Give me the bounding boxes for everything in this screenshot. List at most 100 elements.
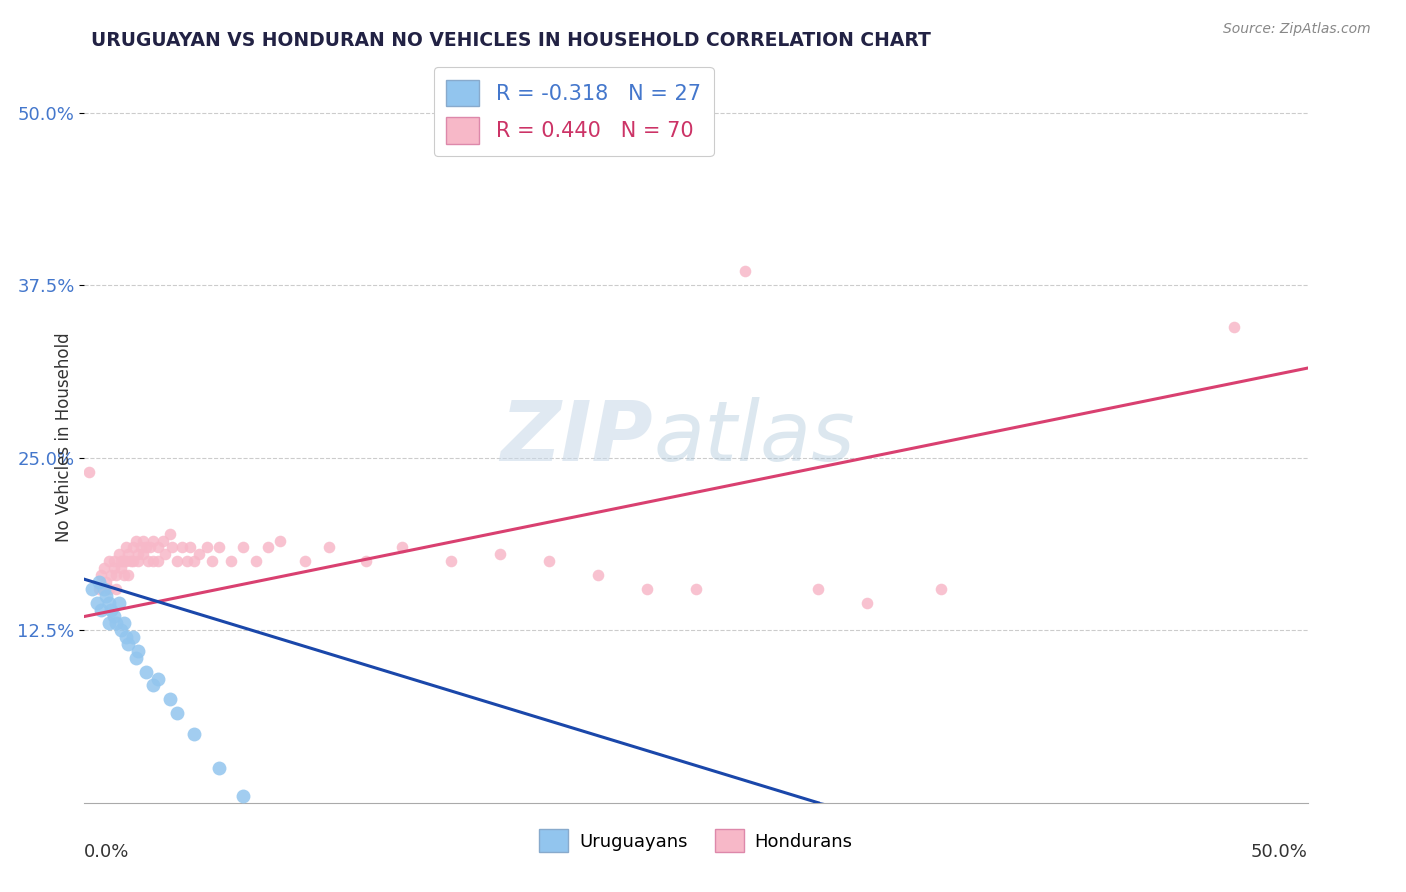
Point [142,533,165,548]
Point [188,548,211,562]
Point [208,761,231,775]
Y-axis label: No Vehicles in Household: No Vehicles in Household [55,332,73,542]
Point [142,554,165,568]
Text: Source: ZipAtlas.com: Source: ZipAtlas.com [1223,22,1371,37]
Point [90,602,112,616]
Point [269,533,291,548]
Point [125,651,148,665]
Point [97,554,120,568]
Point [122,541,145,555]
Point [115,541,138,555]
Point [93,561,115,575]
Point [685,582,707,596]
Point [183,554,205,568]
Point [127,554,149,568]
Point [734,264,756,278]
Point [1223,319,1246,334]
Point [105,568,128,582]
Point [142,678,165,692]
Point [232,789,254,803]
Point [115,554,138,568]
Point [122,630,145,644]
Point [100,602,122,616]
Point [929,582,952,596]
Point [159,692,181,706]
Point [162,541,184,555]
Point [103,561,125,575]
Point [183,727,205,741]
Point [103,609,125,624]
Point [117,637,139,651]
Point [856,596,879,610]
Point [122,554,145,568]
Point [152,533,174,548]
Text: 0.0%: 0.0% [84,843,129,861]
Point [112,616,135,631]
Point [120,554,142,568]
Point [200,554,222,568]
Point [257,541,280,555]
Point [112,568,135,582]
Point [110,561,132,575]
Point [195,541,218,555]
Text: URUGUAYAN VS HONDURAN NO VEHICLES IN HOUSEHOLD CORRELATION CHART: URUGUAYAN VS HONDURAN NO VEHICLES IN HOU… [91,31,931,50]
Point [219,554,242,568]
Point [93,582,115,596]
Point [80,582,103,596]
Point [586,568,609,582]
Point [166,706,188,720]
Point [112,554,135,568]
Point [129,541,152,555]
Point [176,554,198,568]
Point [489,548,512,562]
Point [807,582,830,596]
Point [117,548,139,562]
Point [86,596,108,610]
Point [146,541,169,555]
Point [294,554,316,568]
Point [100,568,122,582]
Point [96,574,118,589]
Point [105,616,128,631]
Point [146,554,169,568]
Point [87,574,110,589]
Point [127,548,149,562]
Point [115,630,138,644]
Point [87,582,110,596]
Point [97,596,120,610]
Point [538,554,561,568]
Point [97,616,120,631]
Point [166,554,188,568]
Text: 50.0%: 50.0% [1251,843,1308,861]
Point [440,554,463,568]
Point [90,568,112,582]
Point [354,554,377,568]
Legend: Uruguayans, Hondurans: Uruguayans, Hondurans [533,822,859,860]
Point [117,568,139,582]
Point [232,541,254,555]
Text: ZIP: ZIP [501,397,654,477]
Point [139,541,162,555]
Point [107,596,129,610]
Point [110,554,132,568]
Point [103,554,125,568]
Point [636,582,658,596]
Point [135,665,157,679]
Point [132,533,155,548]
Point [107,548,129,562]
Point [159,526,181,541]
Point [127,644,149,658]
Point [96,589,118,603]
Point [135,541,157,555]
Point [125,533,148,548]
Point [391,541,413,555]
Text: atlas: atlas [654,397,855,477]
Point [153,548,176,562]
Point [179,541,201,555]
Point [110,624,132,638]
Point [105,582,128,596]
Point [97,582,120,596]
Point [136,554,159,568]
Point [132,548,155,562]
Point [146,672,169,686]
